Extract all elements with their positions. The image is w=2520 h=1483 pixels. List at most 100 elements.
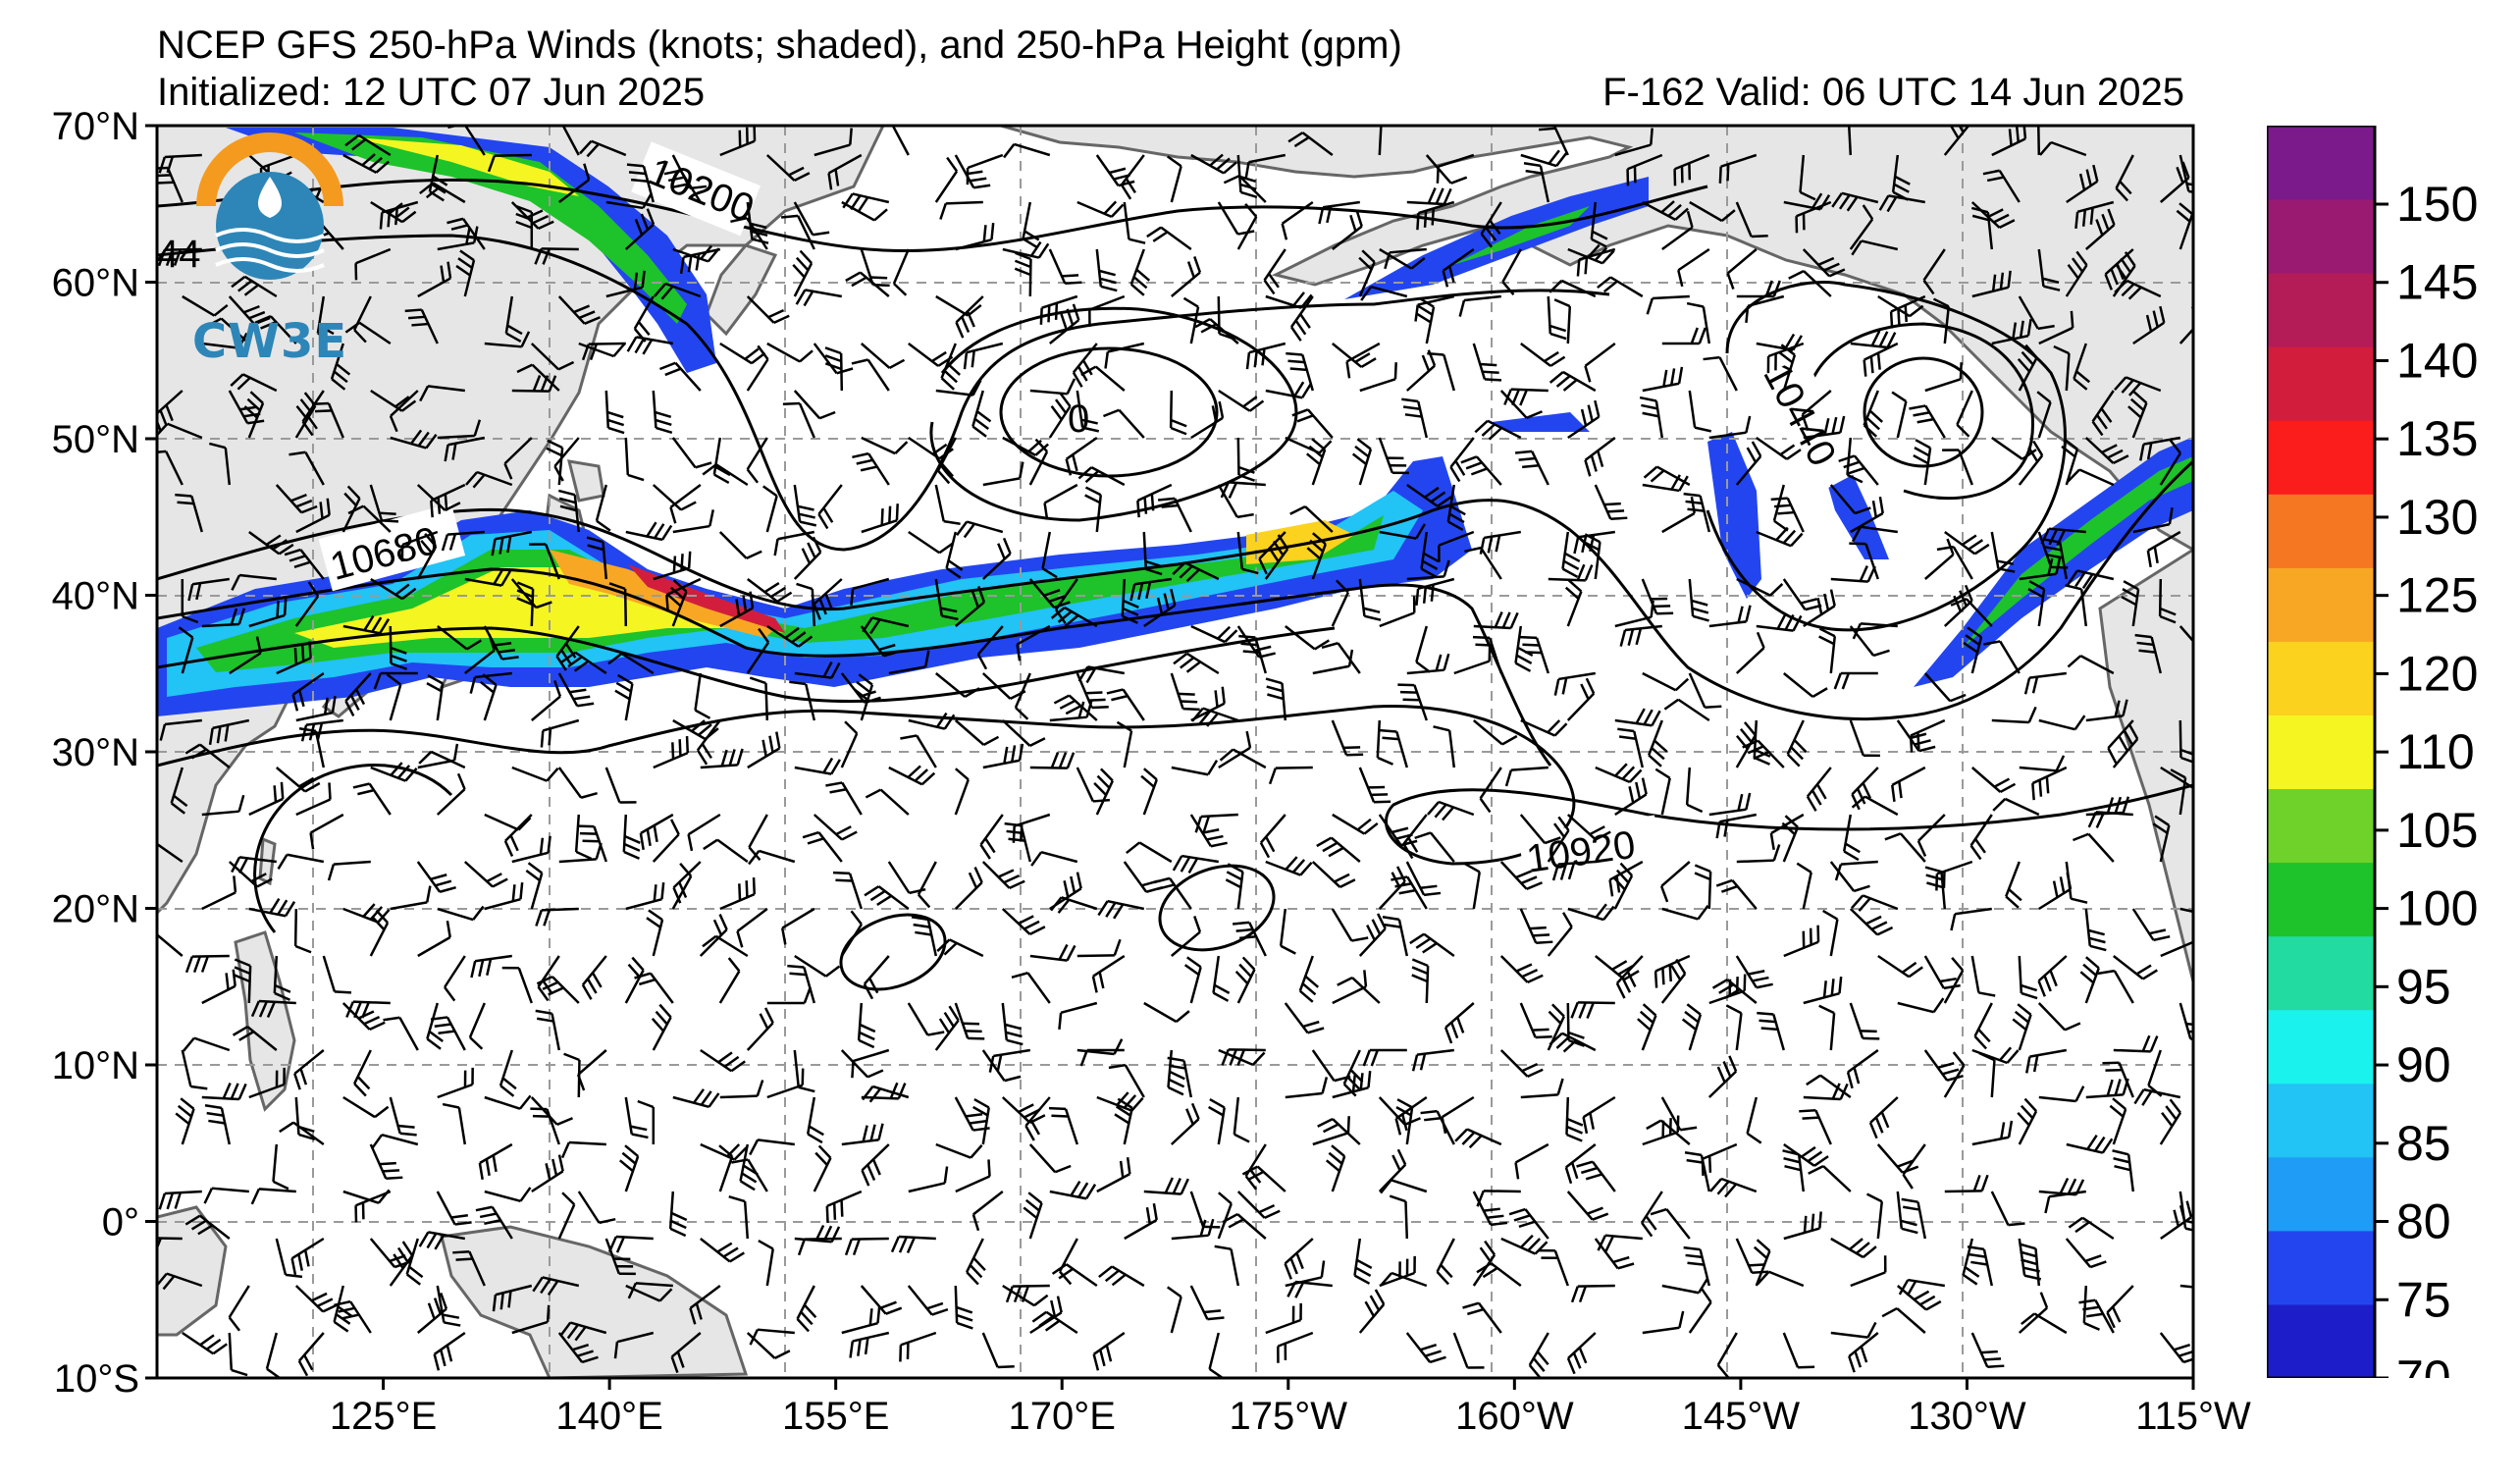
wind-barb	[442, 1102, 467, 1145]
wind-barb	[1796, 862, 1812, 910]
wind-barb	[1549, 279, 1597, 298]
wind-barb	[1003, 142, 1051, 159]
wind-barb	[719, 342, 766, 365]
wind-barb	[2037, 955, 2068, 997]
wind-barb	[935, 379, 982, 397]
wind-barb	[2019, 556, 2062, 581]
wind-barb	[624, 208, 656, 250]
wind-barb	[1129, 577, 1172, 602]
wind-barb	[981, 1332, 1015, 1369]
wind-barb	[341, 485, 361, 533]
wind-barb	[2132, 507, 2174, 534]
wind-barb	[908, 1166, 949, 1193]
wind-barb	[504, 295, 523, 344]
wind-barb	[1379, 523, 1426, 540]
wind-barb	[766, 342, 814, 363]
wind-barb	[2038, 872, 2073, 911]
wind-barb	[1943, 956, 1965, 1004]
wind-barb	[436, 1285, 461, 1327]
wind-barb	[1508, 1207, 1549, 1240]
wind-barb	[852, 451, 890, 486]
wind-barb	[1923, 672, 1967, 703]
wind-barb	[749, 1328, 795, 1346]
wind-barb	[1735, 955, 1773, 989]
wind-barb	[1499, 955, 1544, 984]
wind-barb	[861, 1082, 907, 1100]
wind-barb	[181, 579, 199, 624]
wind-barb	[1850, 1255, 1887, 1288]
wind-barb	[1735, 631, 1765, 674]
wind-barb	[1171, 760, 1219, 776]
wind-barb	[1233, 1096, 1250, 1143]
colorbar-label: 85	[2396, 1116, 2451, 1171]
wind-barb	[758, 1239, 774, 1287]
wind-barb	[954, 768, 970, 816]
wind-barb	[187, 577, 230, 602]
wind-barb	[1756, 436, 1802, 460]
wind-barb	[232, 1026, 278, 1051]
wind-barb	[2152, 815, 2171, 863]
wind-barb	[1014, 672, 1031, 720]
wind-barb	[634, 972, 674, 1004]
wind-barb	[1171, 1218, 1215, 1241]
wind-barb	[1189, 1285, 1225, 1321]
wind-barb	[535, 1009, 561, 1051]
wind-barb	[718, 531, 762, 560]
lat-label: 60°N	[52, 262, 139, 305]
wind-barb	[446, 217, 486, 250]
wind-barb	[813, 343, 854, 375]
wind-barb	[1909, 404, 1946, 439]
wind-barb	[444, 955, 466, 1002]
wind-barb	[577, 1191, 616, 1225]
wind-barb	[1850, 496, 1884, 534]
wind-barb	[1123, 201, 1146, 244]
wind-barb	[433, 1331, 466, 1371]
wind-barb	[1830, 1237, 1877, 1259]
wind-barb	[1942, 449, 1973, 486]
wind-barb	[525, 862, 544, 910]
lat-label: 20°N	[52, 888, 139, 931]
wind-barb	[718, 1144, 734, 1192]
wind-barb	[907, 1002, 945, 1036]
wind-barb	[1500, 1234, 1549, 1255]
wind-barb	[1852, 622, 1898, 640]
wind-barb	[1782, 1332, 1815, 1369]
wind-barb	[2068, 1216, 2115, 1241]
wind-barb	[796, 582, 816, 627]
wind-barb	[2146, 530, 2181, 568]
wind-barb	[749, 676, 769, 721]
wind-barb	[1049, 303, 1080, 344]
wind-barb	[1050, 896, 1098, 914]
wind-barb	[1597, 276, 1644, 298]
wind-barb	[417, 920, 451, 958]
wind-barb	[1472, 1240, 1496, 1287]
wind-barb	[277, 853, 325, 870]
wind-barb	[2065, 584, 2088, 627]
wind-barb	[1990, 1191, 2025, 1227]
wind-barb	[452, 1250, 486, 1287]
wind-barb	[2109, 1097, 2127, 1145]
wind-barb	[624, 1096, 649, 1139]
wind-barb	[936, 437, 957, 485]
wind-barb	[1642, 366, 1684, 393]
wind-barb	[1504, 766, 1549, 787]
wind-barb	[2170, 768, 2187, 816]
wind-barb	[1849, 625, 1890, 658]
contour-10920	[157, 705, 2193, 866]
wind-barb	[1688, 1288, 1712, 1334]
wind-barb	[605, 270, 646, 298]
wind-barb	[2112, 1149, 2135, 1192]
wind-barb	[1863, 390, 1883, 438]
wind-barb	[1405, 861, 1442, 897]
wind-barb	[1801, 390, 1832, 431]
wind-barb	[863, 955, 890, 1000]
wind-barb	[862, 1085, 910, 1103]
wind-barb	[637, 1099, 656, 1144]
wind-barb	[291, 671, 325, 712]
wind-barb	[1901, 1197, 1927, 1240]
wind-barb	[1991, 126, 2027, 157]
wind-barb	[1756, 526, 1804, 548]
wind-barb	[1909, 718, 1946, 753]
wind-barb	[463, 861, 508, 888]
